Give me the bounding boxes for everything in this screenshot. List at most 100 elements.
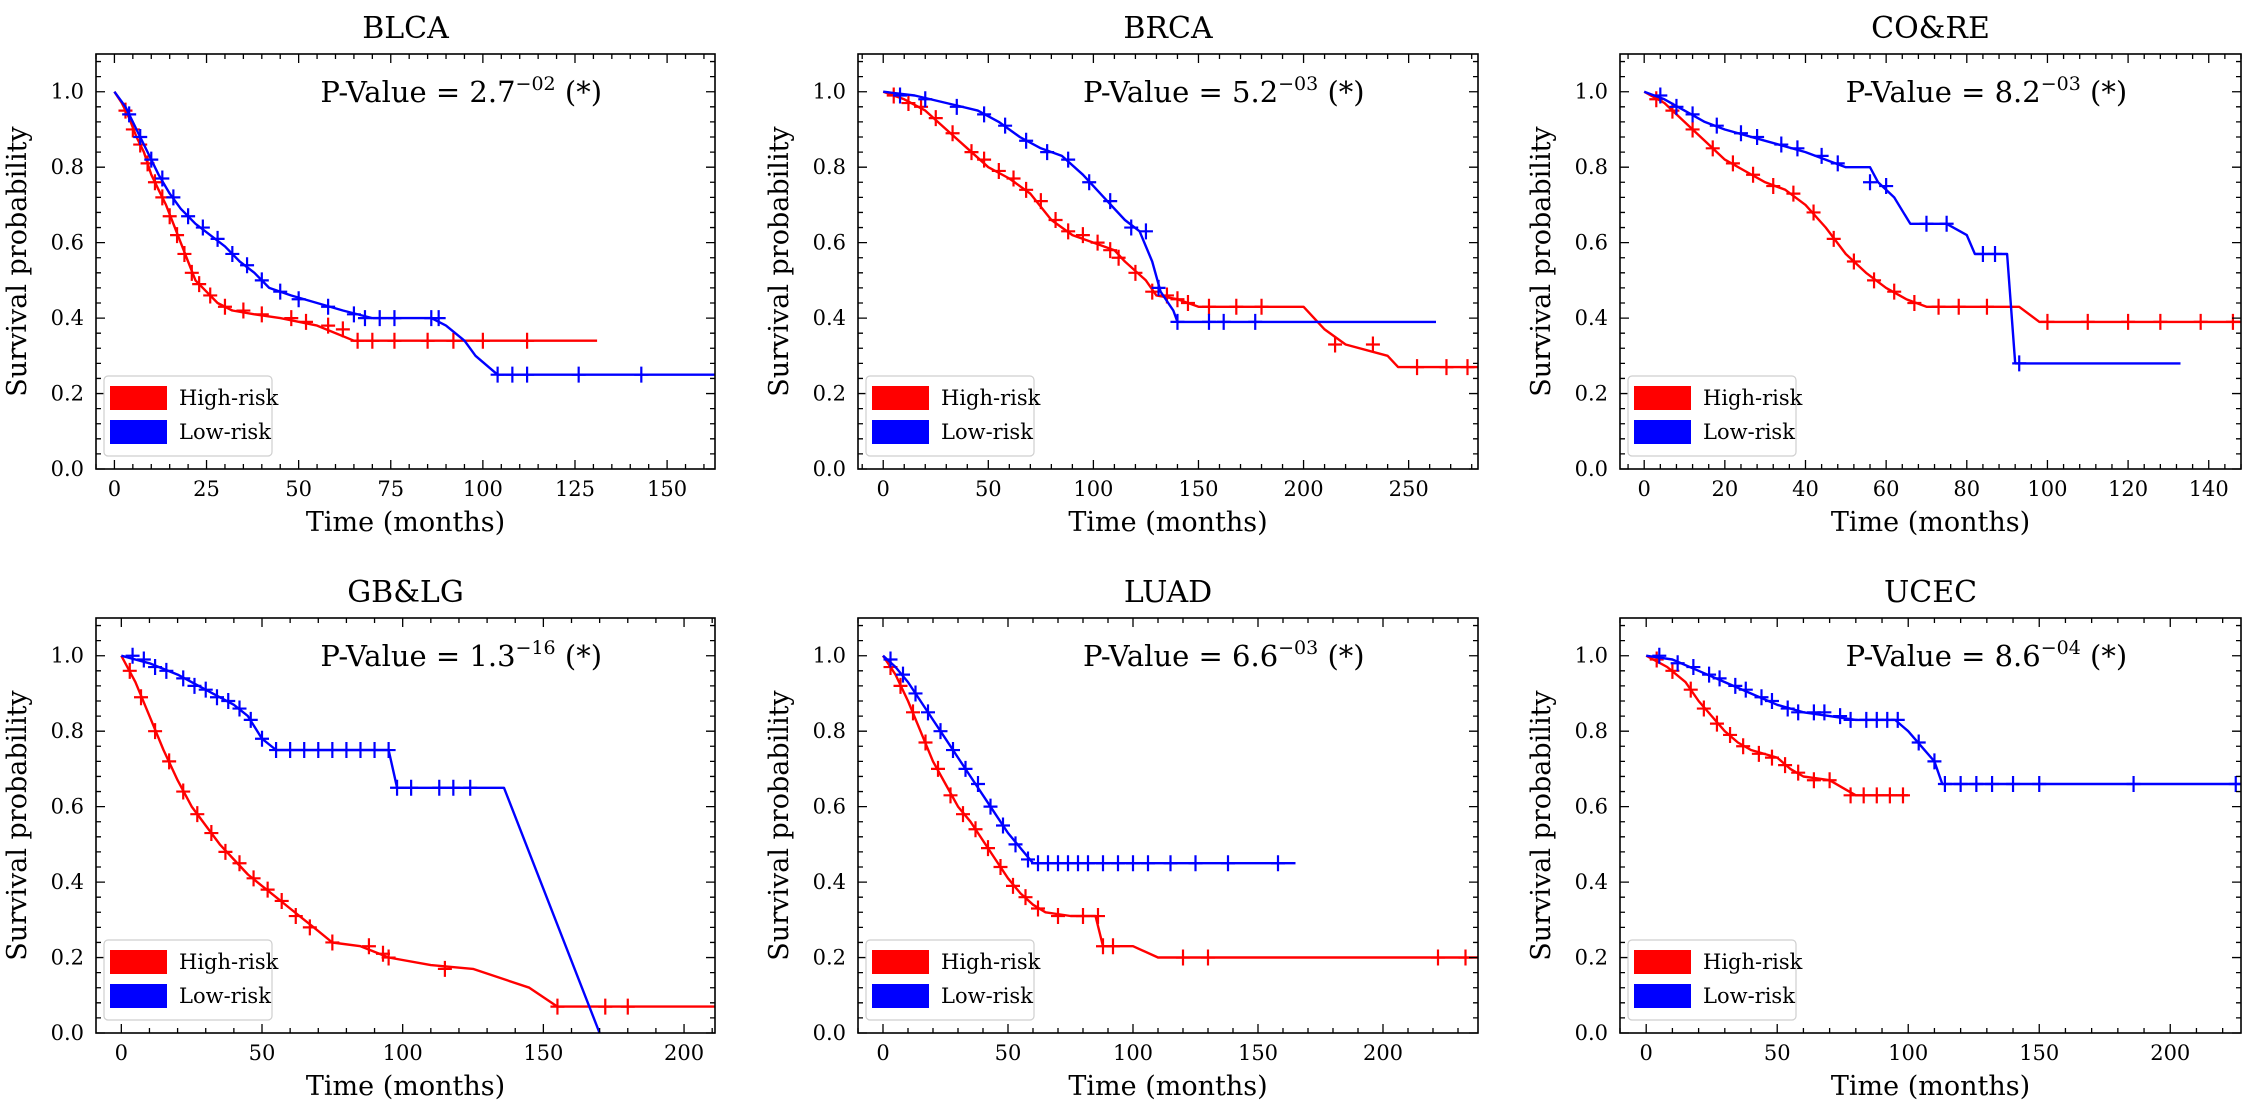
censor-mark-low-risk [321,298,336,315]
censor-mark-high-risk [1696,700,1711,717]
censor-mark-low-risk [381,742,396,759]
axes-frame [95,617,716,1034]
censor-mark-high-risk [2080,313,2095,330]
y-tick-label: 0.2 [51,946,84,970]
censor-mark-low-risk [1833,708,1848,725]
censor-mark-low-risk [133,129,148,145]
censor-mark-low-risk [1830,155,1845,172]
censor-mark-low-risk [1939,215,1954,232]
censor-mark-low-risk [1271,855,1285,872]
censor-mark-high-risk [246,870,261,887]
p-value-label: P-Value = 8.2−03 (*) [1846,73,2128,109]
censor-mark-high-risk [1791,764,1806,781]
censor-mark-high-risk [550,998,565,1015]
censor-mark-high-risk [162,208,177,225]
y-tick-label: 0.0 [1575,457,1608,481]
censor-mark-low-risk [225,245,240,262]
legend-label-high-risk: High-risk [941,386,1041,410]
censor-mark-low-risk [254,272,269,289]
censor-mark-low-risk [404,779,419,796]
censor-mark-low-risk [996,817,1010,834]
censor-mark-low-risk [122,106,137,123]
y-tick-label: 1.0 [813,644,846,668]
series-line-low-risk [882,654,1296,865]
axes-frame [95,53,716,470]
censor-mark-low-risk [1082,174,1097,191]
series-line-low-risk [1646,654,2241,786]
censor-mark-high-risk [2121,313,2136,330]
legend: High-risk Low-risk [1627,939,1803,1021]
censor-mark-low-risk [311,742,326,759]
censor-mark-high-risk [217,298,232,315]
censor-mark-low-risk [1791,704,1806,721]
censor-mark-low-risk [1911,734,1926,751]
censor-mark-high-risk [203,287,218,304]
y-axis-label: Survival probability [1526,126,1557,397]
censor-mark-low-risk [998,117,1013,134]
censor-mark-low-risk [1151,279,1166,296]
legend-label-low-risk: Low-risk [179,984,271,1008]
censor-mark-low-risk [1126,855,1140,872]
y-tick-label: 1.0 [1575,644,1608,668]
p-value-label: P-Value = 6.6−03 (*) [1083,637,1365,673]
legend-label-low-risk: Low-risk [941,984,1033,1008]
censor-mark-high-risk [325,934,340,951]
censor-mark-high-risk [981,840,995,857]
censor-mark-high-risk [1328,336,1343,353]
censor-mark-low-risk [390,779,405,796]
censor-mark-high-risk [1806,204,1821,221]
censor-mark-low-risk [1863,174,1878,191]
series-line-high-risk [882,90,1478,369]
series-line-high-risk [1645,654,1909,797]
legend-label-high-risk: High-risk [1703,386,1803,410]
censor-mark-low-risk [883,651,898,668]
censor-mark-high-risk [1723,726,1738,743]
censor-mark-low-risk [933,723,948,740]
censor-mark-high-risk [956,806,970,823]
x-tick-label: 100 [1888,1041,1928,1065]
censor-mark-high-risk [446,332,461,349]
censor-mark-low-risk [971,776,985,792]
censor-mark-low-risk [1975,245,1990,262]
y-tick-label: 0.6 [813,231,846,255]
censor-mark-high-risk [1685,121,1700,138]
censor-mark-low-risk [1170,313,1185,330]
legend-label-high-risk: High-risk [1703,950,1803,974]
censor-mark-low-risk [1814,147,1829,164]
censor-mark-high-risk [1145,283,1160,300]
legend: High-risk Low-risk [1627,375,1803,457]
p-value-label: P-Value = 1.3−16 (*) [320,637,602,673]
legend-swatch-low-risk [872,420,929,444]
censor-mark-high-risk [1006,170,1021,187]
censor-mark-high-risk [260,881,275,898]
censor-mark-low-risk [958,760,973,777]
panel-title: BLCA [362,11,449,46]
censor-mark-high-risk [361,938,376,955]
panel-ucec: UCEC 0 50 100 150 200 0.0 0.2 0.4 0.6 0.8 1.0 Time (… [1526,575,2242,1102]
plot-area [881,651,1478,966]
censor-mark-high-risk [1806,772,1821,789]
censor-mark-low-risk [893,87,908,104]
censor-mark-low-risk [446,779,461,796]
censor-mark-low-risk [221,693,236,709]
censor-mark-low-risk [1780,700,1795,717]
plot-area [1645,647,2241,804]
censor-mark-high-risk [2225,313,2240,330]
censor-mark-low-risk [240,257,255,274]
panel-title: GB&LG [347,575,464,610]
y-tick-label: 0.6 [1575,795,1608,819]
censor-mark-high-risk [1180,295,1195,311]
censor-mark-high-risk [2040,313,2055,330]
censor-mark-low-risk [490,366,505,383]
censor-mark-low-risk [243,711,258,728]
legend-swatch-high-risk [1634,386,1691,410]
censor-mark-high-risk [1365,336,1380,353]
censor-mark-low-risk [181,208,196,225]
panel-co-re: CO&RE 0 20 40 60 80 100 120 140 0.0 0.2 0.4 0.6 0.8 1.… [1526,11,2242,538]
x-tick-label: 100 [463,477,503,501]
censor-mark-low-risk [1061,151,1076,168]
x-tick-label: 120 [2108,477,2148,501]
y-axis-label: Survival probability [2,126,33,397]
censor-mark-low-risk [1890,711,1905,728]
censor-mark-high-risk [2153,313,2168,330]
